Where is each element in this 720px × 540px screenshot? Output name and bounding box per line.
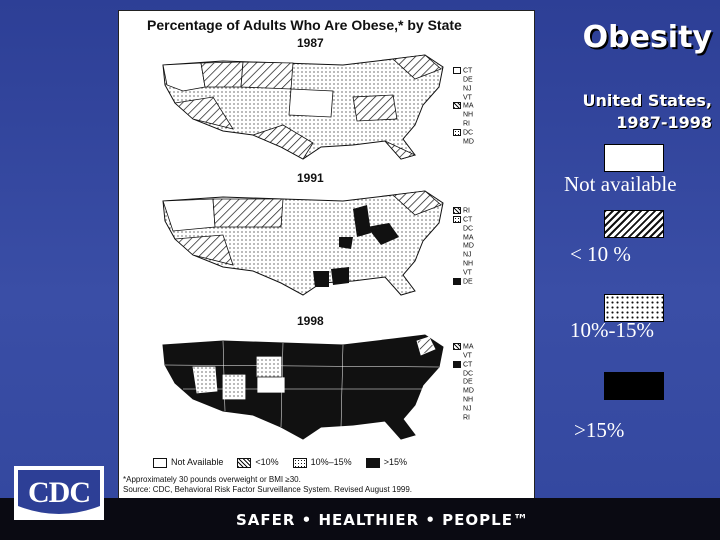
legend-10-15: 10%–15% xyxy=(292,457,352,468)
map-1991 xyxy=(162,190,444,296)
footer-bar xyxy=(0,498,720,540)
legend-label-gt15: >15% xyxy=(574,418,625,442)
legend-swatch-10-15 xyxy=(604,294,664,322)
map-1998 xyxy=(162,334,444,440)
figure-note: *Approximately 30 pounds overweight or B… xyxy=(123,475,413,494)
legend-swatch-lt10 xyxy=(604,210,664,238)
year-label-1987: 1987 xyxy=(297,36,324,50)
tagline: SAFER • HEALTHIER • PEOPLE™ xyxy=(236,511,529,529)
legend-label-lt10: < 10 % xyxy=(570,242,631,266)
legend-lt10: <10% xyxy=(237,457,279,468)
figure-title: Percentage of Adults Who Are Obese,* by … xyxy=(147,17,462,33)
slide-subtitle: United States, 1987-1998 xyxy=(582,91,712,132)
legend-gt15: >15% xyxy=(365,457,407,468)
map-1987 xyxy=(162,54,444,160)
cdc-logo: CDC xyxy=(14,466,104,520)
legend-swatch-gt15 xyxy=(604,372,664,400)
small-state-legend-1998: MA VT CT DC DE MD NH NJ RI xyxy=(453,343,493,423)
year-label-1998: 1998 xyxy=(297,314,324,328)
svg-text:CDC: CDC xyxy=(28,476,90,509)
year-label-1991: 1991 xyxy=(297,171,324,185)
small-state-legend-1987: CT DE NJ VT MA NH RI DC MD xyxy=(453,67,493,147)
legend-label-10-15: 10%-15% xyxy=(570,318,654,342)
legend-swatch-not-available xyxy=(604,144,664,172)
legend-label-not-available: Not available xyxy=(564,172,677,196)
small-state-legend-1991: RI CT DC MA MD NJ NH VT DE xyxy=(453,207,493,287)
slide-title: Obesity xyxy=(582,20,712,55)
map-legend: Not Available <10% 10%–15% >15% xyxy=(153,457,528,468)
legend-not-available: Not Available xyxy=(153,457,223,468)
obesity-map-figure: Percentage of Adults Who Are Obese,* by … xyxy=(118,10,535,500)
